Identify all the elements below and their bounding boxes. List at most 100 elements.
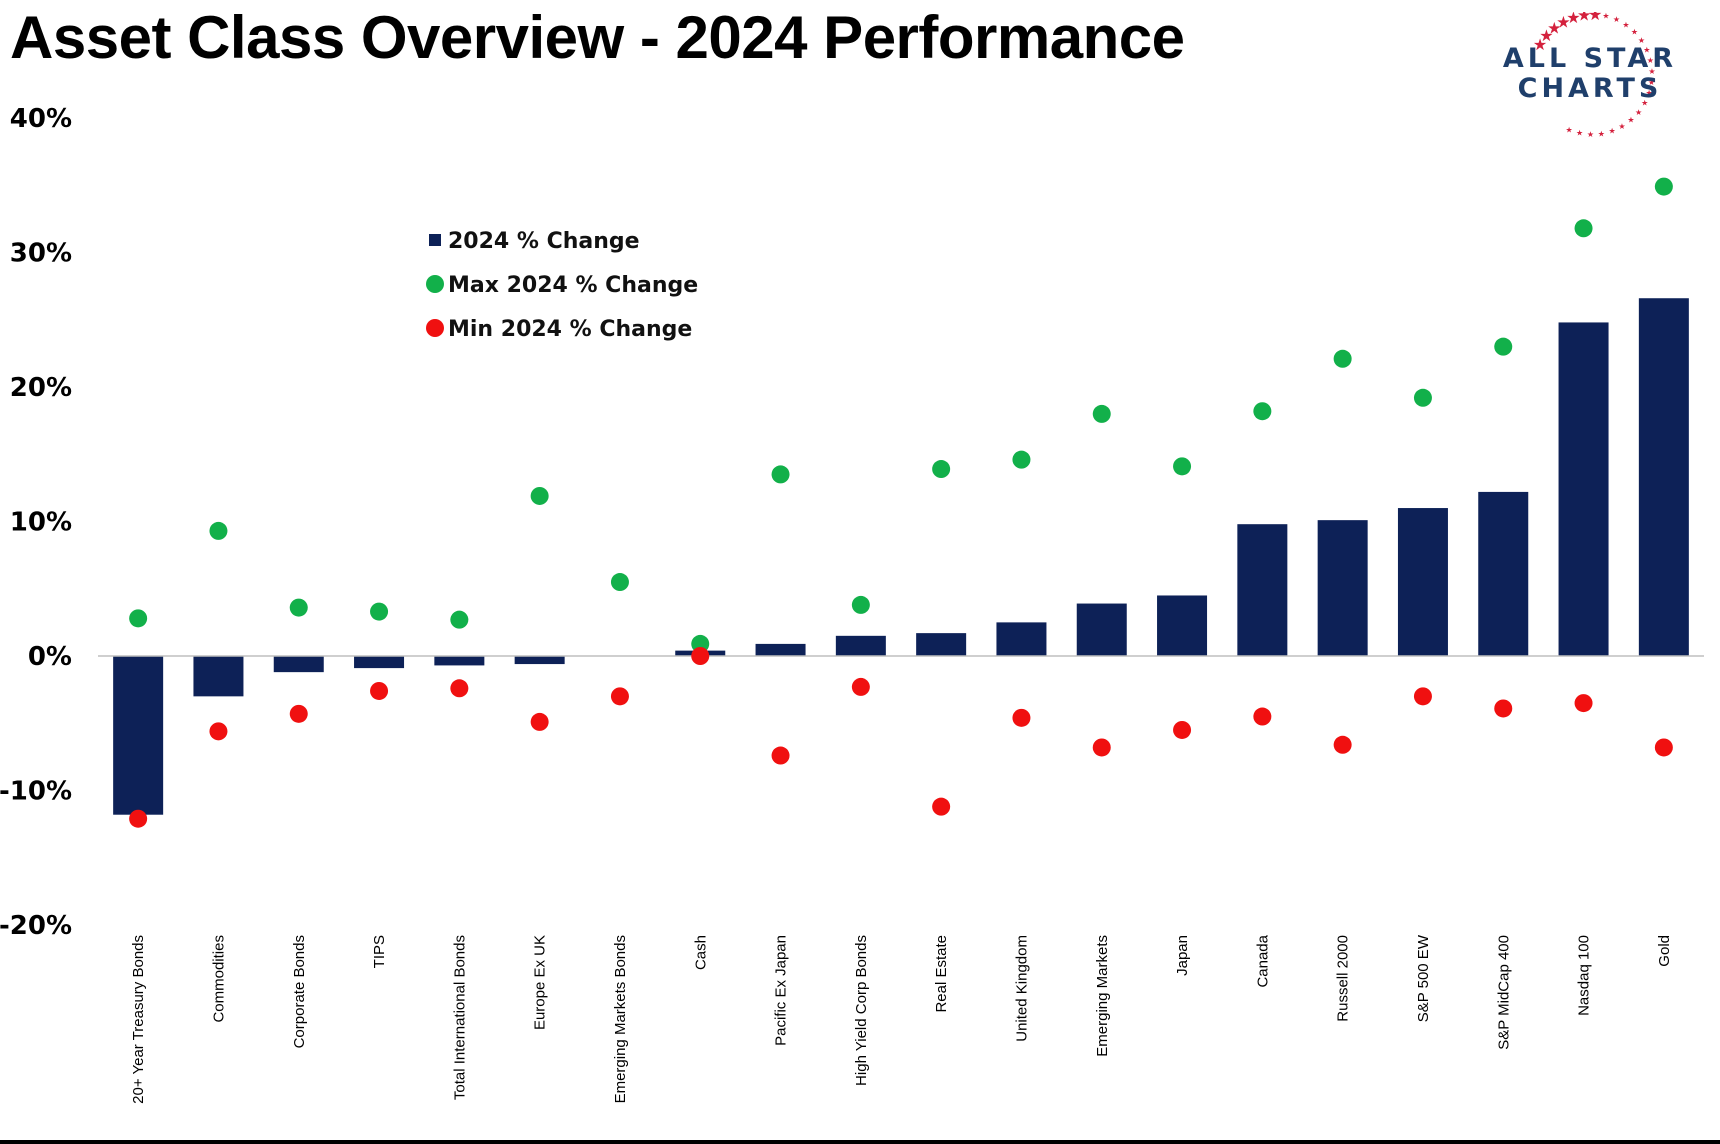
max-point [129,609,148,628]
min-point [1494,699,1513,718]
min-point [530,712,549,731]
x-tick-label: Emerging Markets [1094,935,1111,1057]
logo-star-icon: ★ [1627,116,1634,125]
min-point [209,722,228,741]
min-point [851,677,870,696]
chart-title: Asset Class Overview - 2024 Performance [10,4,1185,71]
logo-star-icon: ★ [1566,12,1580,27]
x-tick-label: Russell 2000 [1335,935,1352,1022]
min-point [1574,694,1593,713]
min-point [1012,708,1031,727]
x-tick-label: Emerging Markets Bonds [612,935,629,1103]
min-point [370,681,389,700]
max-point [1173,457,1192,476]
logo-star-icon: ★ [1647,56,1654,65]
legend-label: Max 2024 % Change [448,273,698,298]
x-tick-label: Gold [1656,935,1673,967]
bar-series [113,298,1689,815]
legend-swatch [429,234,441,246]
x-tick-label: Corporate Bonds [291,935,308,1048]
bar [1397,508,1448,656]
logo-star-icon: ★ [1577,12,1591,25]
y-tick-label: 20% [10,373,72,403]
max-point [1413,388,1432,407]
min-point [1253,707,1272,726]
min-point [1654,738,1673,757]
x-tick-label: Total International Bonds [451,935,468,1100]
logo-star-icon: ★ [1539,26,1553,45]
min-point [450,679,469,698]
min-point [1173,720,1192,739]
legend-swatch [426,319,444,337]
logo-star-icon: ★ [1638,36,1645,45]
logo-star-icon: ★ [1556,12,1570,31]
min-point [932,797,951,816]
max-point [1012,450,1031,469]
max-point [1253,402,1272,421]
legend: 2024 % Change Max 2024 % Change Min 2024 %… [426,229,698,342]
logo-star-icon: ★ [1547,18,1561,37]
min-point [771,746,790,765]
y-tick-label: 40% [10,104,72,134]
logo-line-2: CHARTS [1518,73,1663,104]
max-point [1574,219,1593,238]
x-tick-label: 20+ Year Treasury Bonds [130,935,147,1104]
bar [273,656,324,673]
logo-star-icon: ★ [1588,12,1602,24]
max-point [932,460,951,479]
bar [835,635,886,656]
bar [514,656,565,665]
max-point [1494,337,1513,356]
max-point [289,598,308,617]
max-point [771,465,790,484]
max-point [851,595,870,614]
y-tick-label: 0% [28,642,72,672]
max-point [370,602,389,621]
bottom-border [0,1140,1720,1144]
bar [1317,520,1368,656]
max-point [530,486,549,505]
x-tick-label: Canada [1254,934,1271,987]
logo-star-ring: ★★★★★★★ ★ ★★★★★★★★★★★★★★★★★★ [1533,12,1656,137]
logo-star-icon: ★ [1598,129,1605,137]
logo-star-icon: ★ [1565,125,1572,134]
min-series [129,647,1673,828]
logo-star-icon: ★ [1533,35,1547,54]
x-tick-label: S&P 500 EW [1415,934,1432,1022]
legend-label: Min 2024 % Change [448,317,692,342]
y-axis: 40% 30% 20% 10% 0% -10% -20% [0,104,72,941]
logo-star-icon: ★ [1608,127,1615,136]
min-point [1092,738,1111,757]
all-star-charts-logo: ★★★★★★★ ★ ★★★★★★★★★★★★★★★★★★ ALL STAR CHAR… [1503,12,1673,137]
logo-star-icon: ★ [1576,129,1583,137]
y-tick-label: -20% [0,911,72,941]
min-point [129,809,148,828]
x-axis-labels: 20+ Year Treasury Bonds Commodities Corpor… [130,934,1673,1104]
y-tick-label: 10% [10,508,72,538]
bar [1157,595,1208,656]
max-point [209,521,228,540]
x-tick-label: S&P MidCap 400 [1495,935,1512,1050]
x-tick-label: Commodities [210,935,227,1023]
logo-star-icon: ★ [1631,28,1638,37]
bar [1638,298,1689,656]
x-tick-label: Cash [692,935,709,970]
logo-star-icon: ★ [1618,122,1625,131]
x-tick-label: High Yield Corp Bonds [853,935,870,1086]
max-point [1333,349,1352,368]
max-point [1092,404,1111,423]
x-tick-label: Japan [1174,935,1191,976]
min-point [289,704,308,723]
min-point [1413,687,1432,706]
logo-star-icon: ★ [1643,46,1650,55]
logo-star-icon: ★ [1648,78,1655,87]
min-point [1333,735,1352,754]
logo-star-icon: ★ [1602,12,1609,21]
y-tick-label: 30% [10,239,72,269]
bar [1076,603,1127,656]
x-tick-label: Pacific Ex Japan [773,935,790,1046]
max-point [1654,177,1673,196]
bar [1558,322,1609,656]
logo-star-icon: ★ [1641,99,1648,108]
